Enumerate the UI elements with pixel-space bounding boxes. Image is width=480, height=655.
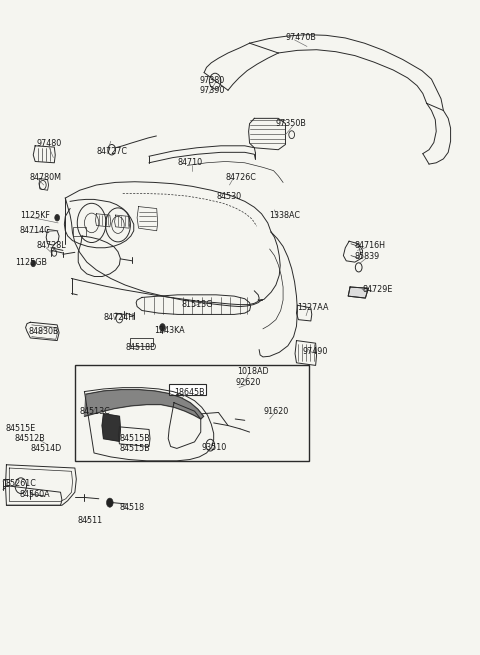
Text: 84726C: 84726C [226,173,256,181]
Text: 84513C: 84513C [80,407,110,416]
Text: 91620: 91620 [264,407,289,416]
Polygon shape [84,390,204,419]
Text: 1338AC: 1338AC [269,210,300,219]
Text: 84518D: 84518D [125,343,156,352]
Text: 1125KF: 1125KF [20,210,50,219]
Text: 18645B: 18645B [174,388,204,398]
Text: 97380: 97380 [199,76,225,85]
Text: 84515B: 84515B [120,444,150,453]
Text: 84727C: 84727C [96,147,127,155]
Text: 84710: 84710 [178,159,203,167]
Text: 84518: 84518 [120,504,144,512]
Polygon shape [348,287,368,298]
Circle shape [159,324,165,331]
Text: 84780M: 84780M [29,173,61,181]
Text: 84560A: 84560A [20,490,50,498]
Circle shape [107,498,113,507]
Text: 85839: 85839 [355,252,380,261]
Text: 1018AD: 1018AD [238,367,269,377]
Text: 84714C: 84714C [20,226,50,235]
Polygon shape [102,414,120,441]
Text: 97490: 97490 [302,346,327,356]
Text: 81513G: 81513G [181,300,213,309]
Text: 1125GB: 1125GB [15,257,47,267]
Circle shape [31,260,36,267]
Text: 84728L: 84728L [36,241,66,250]
Text: 84512B: 84512B [14,434,45,443]
Text: 84716H: 84716H [355,241,386,250]
Text: 92620: 92620 [235,378,261,387]
Circle shape [55,214,60,221]
Text: 84729E: 84729E [362,285,393,294]
Text: 84514D: 84514D [30,444,61,453]
Text: 84530: 84530 [216,193,241,201]
Text: 97480: 97480 [36,139,62,147]
Text: 97350B: 97350B [276,119,307,128]
Text: 97390: 97390 [199,86,225,96]
Text: 93510: 93510 [202,443,227,452]
Text: 84724H: 84724H [104,312,135,322]
Text: 84830B: 84830B [28,327,59,336]
Text: 84515B: 84515B [120,434,150,443]
Text: 84515E: 84515E [5,424,36,434]
Text: 84511: 84511 [77,516,102,525]
FancyBboxPatch shape [169,384,206,395]
Text: 1243KA: 1243KA [154,326,184,335]
Text: 1327AA: 1327AA [298,303,329,312]
Text: 97470B: 97470B [286,33,316,43]
Text: 85261C: 85261C [5,479,36,487]
